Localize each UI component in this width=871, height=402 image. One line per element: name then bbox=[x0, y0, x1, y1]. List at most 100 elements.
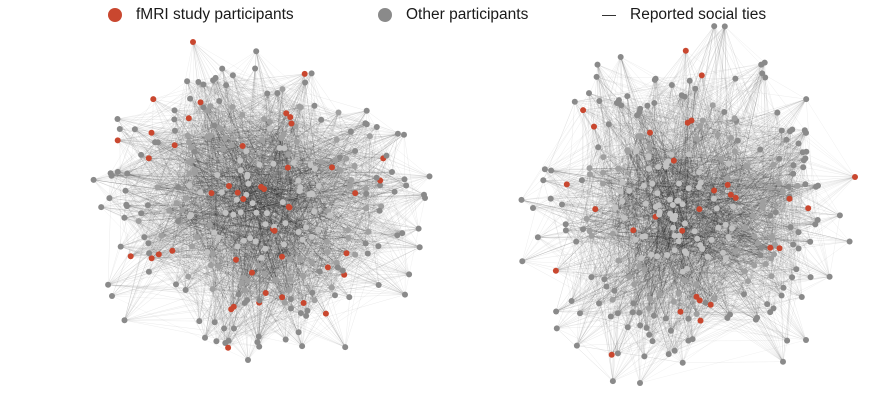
social-tie bbox=[149, 253, 299, 333]
social-tie bbox=[199, 306, 234, 322]
social-tie bbox=[241, 148, 315, 169]
participant-node bbox=[109, 293, 115, 299]
social-tie bbox=[130, 207, 290, 257]
participant-node bbox=[220, 146, 227, 153]
social-tie bbox=[130, 180, 299, 257]
social-tie bbox=[148, 99, 154, 254]
social-tie bbox=[161, 235, 337, 263]
social-tie bbox=[158, 102, 201, 255]
participant-node bbox=[196, 318, 203, 325]
participant-node bbox=[187, 144, 194, 151]
social-tie bbox=[191, 163, 274, 247]
social-tie bbox=[220, 126, 296, 129]
participant-node bbox=[234, 243, 241, 250]
social-tie bbox=[199, 310, 308, 322]
social-tie bbox=[263, 188, 266, 249]
social-tie bbox=[157, 187, 291, 280]
social-tie bbox=[276, 279, 406, 295]
social-tie bbox=[174, 130, 244, 278]
social-tie bbox=[232, 75, 265, 190]
participant-node bbox=[335, 109, 342, 116]
participant-node bbox=[188, 212, 195, 219]
social-tie bbox=[111, 75, 234, 176]
participant-node bbox=[281, 145, 288, 152]
social-tie bbox=[212, 80, 230, 187]
social-tie bbox=[154, 142, 208, 253]
participant-node bbox=[309, 289, 316, 296]
participant-node bbox=[287, 276, 294, 283]
social-tie bbox=[117, 118, 406, 295]
social-tie bbox=[241, 148, 283, 257]
participant-node bbox=[347, 182, 353, 189]
participant-node bbox=[189, 157, 195, 164]
participant-node bbox=[285, 151, 292, 158]
social-tie bbox=[187, 81, 393, 173]
social-tie bbox=[259, 139, 337, 303]
social-tie bbox=[228, 75, 234, 187]
social-tie bbox=[344, 274, 379, 286]
social-tie bbox=[232, 75, 286, 224]
social-tie bbox=[222, 68, 260, 303]
social-tie bbox=[138, 220, 226, 344]
social-tie bbox=[130, 123, 366, 257]
social-tie bbox=[189, 150, 356, 217]
social-tie bbox=[233, 185, 351, 215]
participant-node bbox=[308, 259, 315, 266]
participant-node bbox=[253, 48, 260, 55]
participant-node bbox=[184, 132, 191, 139]
participant-node bbox=[207, 262, 214, 269]
social-tie bbox=[101, 185, 230, 208]
social-tie bbox=[110, 173, 382, 207]
social-tie bbox=[285, 167, 289, 340]
social-tie bbox=[348, 237, 379, 286]
social-tie bbox=[345, 191, 395, 348]
participant-node bbox=[297, 104, 304, 111]
social-tie bbox=[274, 230, 283, 298]
social-tie bbox=[307, 185, 407, 311]
fmri-participant-node bbox=[258, 183, 265, 190]
fmri-participant-node bbox=[148, 255, 155, 262]
social-tie bbox=[190, 110, 208, 148]
social-tie bbox=[187, 81, 366, 124]
social-tie bbox=[404, 185, 407, 295]
participant-node bbox=[373, 124, 380, 130]
social-tie bbox=[251, 272, 308, 311]
social-tie bbox=[213, 80, 283, 90]
social-tie bbox=[161, 230, 275, 237]
social-tie bbox=[153, 75, 233, 100]
fmri-participant-node bbox=[300, 300, 307, 306]
social-tie bbox=[117, 92, 278, 120]
social-tie bbox=[277, 92, 355, 167]
social-tie bbox=[283, 228, 419, 245]
social-tie bbox=[200, 102, 315, 169]
social-tie bbox=[247, 188, 367, 361]
participant-node bbox=[299, 343, 306, 350]
social-tie bbox=[189, 128, 221, 217]
social-tie bbox=[232, 75, 286, 340]
participant-node bbox=[114, 168, 121, 175]
fmri-participant-node bbox=[230, 303, 237, 310]
social-tie bbox=[153, 98, 406, 295]
social-tie bbox=[243, 240, 259, 266]
participant-node bbox=[416, 244, 423, 251]
social-tie bbox=[210, 135, 367, 194]
participant-node bbox=[184, 78, 191, 85]
social-tie bbox=[144, 147, 191, 238]
social-tie bbox=[147, 205, 244, 241]
participant-node bbox=[376, 207, 383, 214]
social-tie bbox=[188, 161, 315, 301]
social-tie bbox=[212, 80, 283, 298]
social-tie bbox=[157, 128, 270, 143]
social-tie bbox=[130, 124, 367, 257]
social-tie bbox=[190, 147, 241, 161]
social-tie bbox=[207, 180, 299, 253]
social-tie bbox=[207, 136, 282, 139]
social-tie bbox=[299, 73, 305, 259]
social-tie bbox=[269, 128, 280, 149]
social-tie bbox=[212, 80, 265, 190]
social-tie bbox=[238, 160, 241, 295]
participant-node bbox=[179, 207, 186, 214]
participant-node bbox=[244, 171, 251, 178]
participant-node bbox=[311, 297, 318, 304]
social-tie bbox=[233, 214, 239, 295]
